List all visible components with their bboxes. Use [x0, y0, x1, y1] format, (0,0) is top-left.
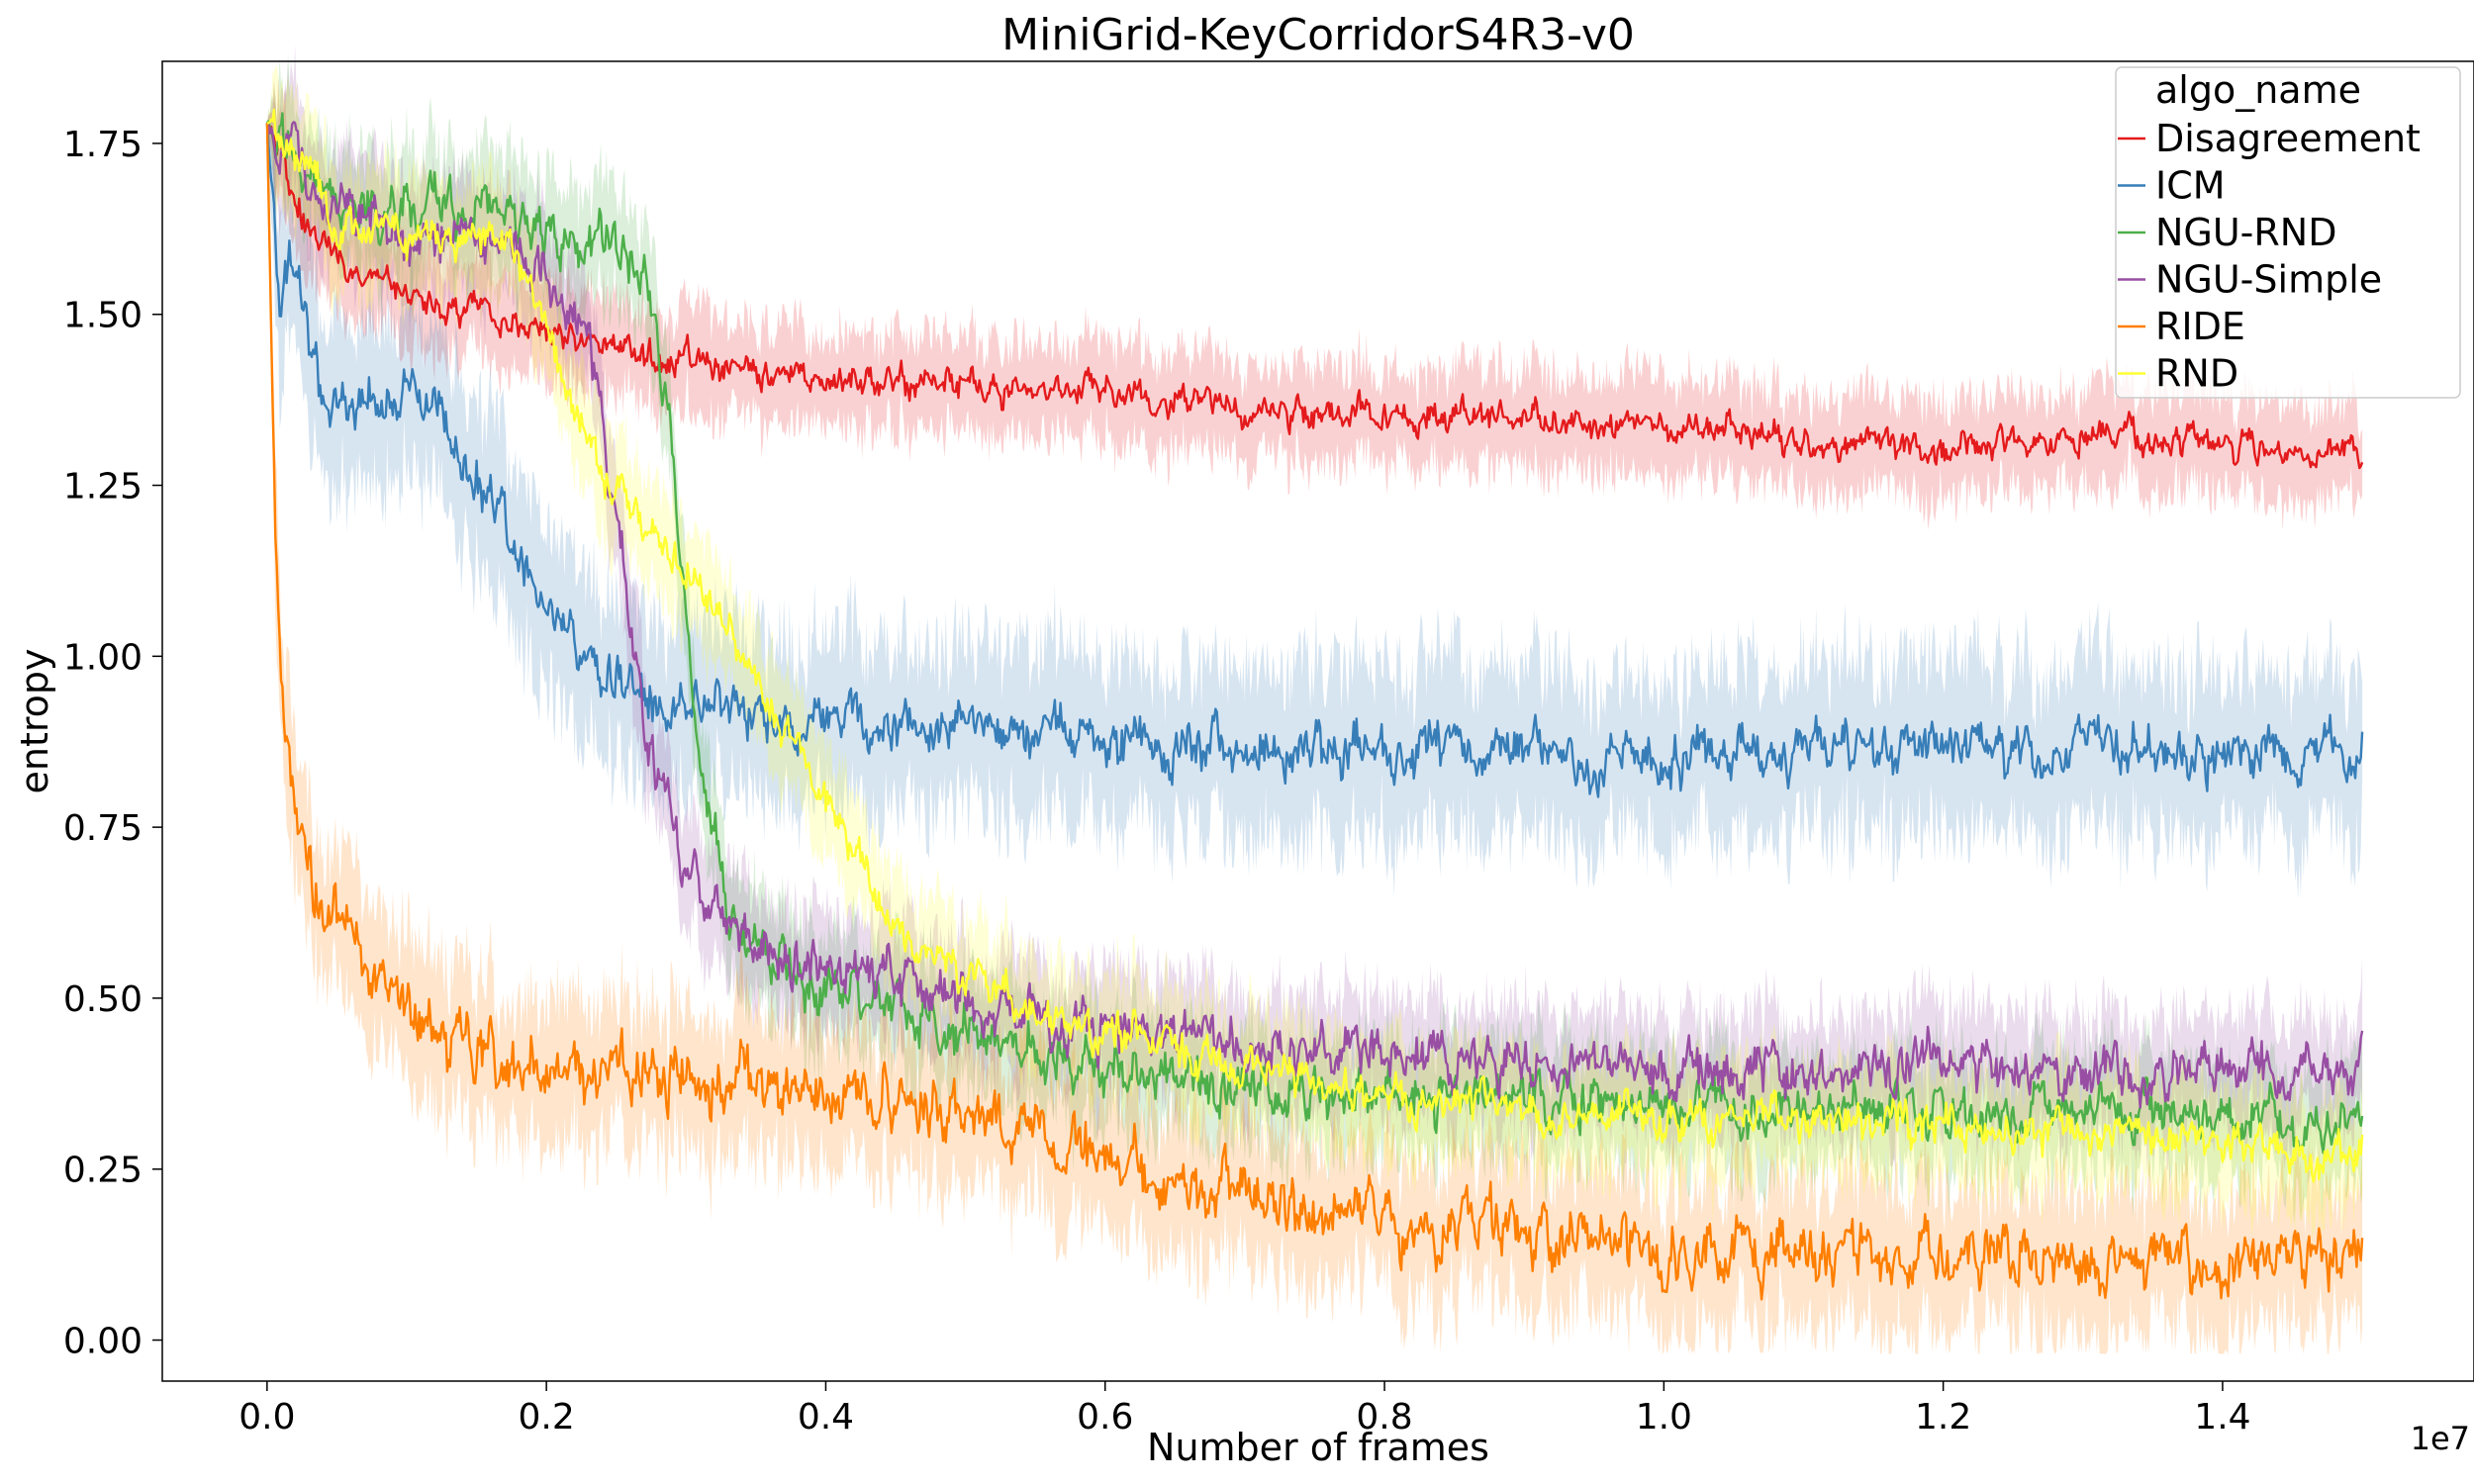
series-lines — [265, 108, 2364, 1301]
y-tick-label: 0.50 — [63, 979, 143, 1020]
x-axis: 0.0 0.2 0.4 0.6 0.8 1.0 1.2 1.4 — [238, 1381, 2251, 1438]
x-tick-label: 1.2 — [1915, 1397, 1971, 1438]
x-tick-label: 0.8 — [1356, 1397, 1412, 1438]
chart-title: MiniGrid-KeyCorridorS4R3-v0 — [1001, 10, 1635, 60]
legend-title: algo_name — [2155, 68, 2361, 112]
line-icm — [265, 123, 2364, 798]
legend-box — [2115, 66, 2461, 399]
line-disagreement — [265, 122, 2364, 470]
x-tick-label: 0.0 — [238, 1397, 295, 1438]
legend-label: ICM — [2155, 164, 2226, 208]
legend: algo_name DisagreementICMNGU-RNDNGU-Simp… — [2115, 66, 2461, 399]
line-ride — [265, 123, 2364, 1301]
y-axis: 0.00 0.25 0.50 0.75 1.00 1.25 1.50 1.75 — [63, 125, 162, 1362]
band-ngu-rnd — [266, 52, 2363, 1225]
band-rnd — [266, 64, 2363, 1248]
band-disagreement — [266, 75, 2363, 531]
legend-label: RIDE — [2155, 305, 2245, 348]
legend-label: Disagreement — [2155, 117, 2421, 160]
legend-label: NGU-Simple — [2155, 258, 2382, 302]
y-axis-label: entropy — [13, 648, 56, 793]
band-icm — [266, 123, 2363, 900]
x-tick-label: 1.0 — [1636, 1397, 1692, 1438]
y-tick-label: 0.25 — [63, 1151, 143, 1191]
x-tick-label: 1.4 — [2194, 1397, 2250, 1438]
legend-label: NGU-RND — [2155, 211, 2337, 254]
x-tick-label: 0.6 — [1077, 1397, 1133, 1438]
y-tick-label: 0.00 — [63, 1322, 143, 1362]
line-ngu-rnd — [265, 112, 2364, 1155]
x-tick-label: 0.2 — [519, 1397, 575, 1438]
y-tick-label: 1.25 — [63, 467, 143, 508]
y-tick-label: 0.75 — [63, 808, 143, 849]
line-rnd — [266, 108, 2364, 1183]
confidence-bands — [266, 45, 2363, 1354]
x-axis-label: Number of frames — [1147, 1426, 1489, 1469]
y-tick-label: 1.00 — [63, 637, 143, 678]
x-axis-offset-label: 1e7 — [2411, 1420, 2470, 1457]
y-tick-label: 1.50 — [63, 296, 143, 336]
x-tick-label: 0.4 — [798, 1397, 854, 1438]
band-ride — [266, 123, 2363, 1354]
plot-frame — [161, 60, 2474, 1382]
band-ngu-simple — [266, 45, 2363, 1176]
legend-label: RND — [2155, 352, 2238, 396]
y-tick-label: 1.75 — [63, 125, 143, 165]
line-ngu-simple — [265, 121, 2364, 1109]
